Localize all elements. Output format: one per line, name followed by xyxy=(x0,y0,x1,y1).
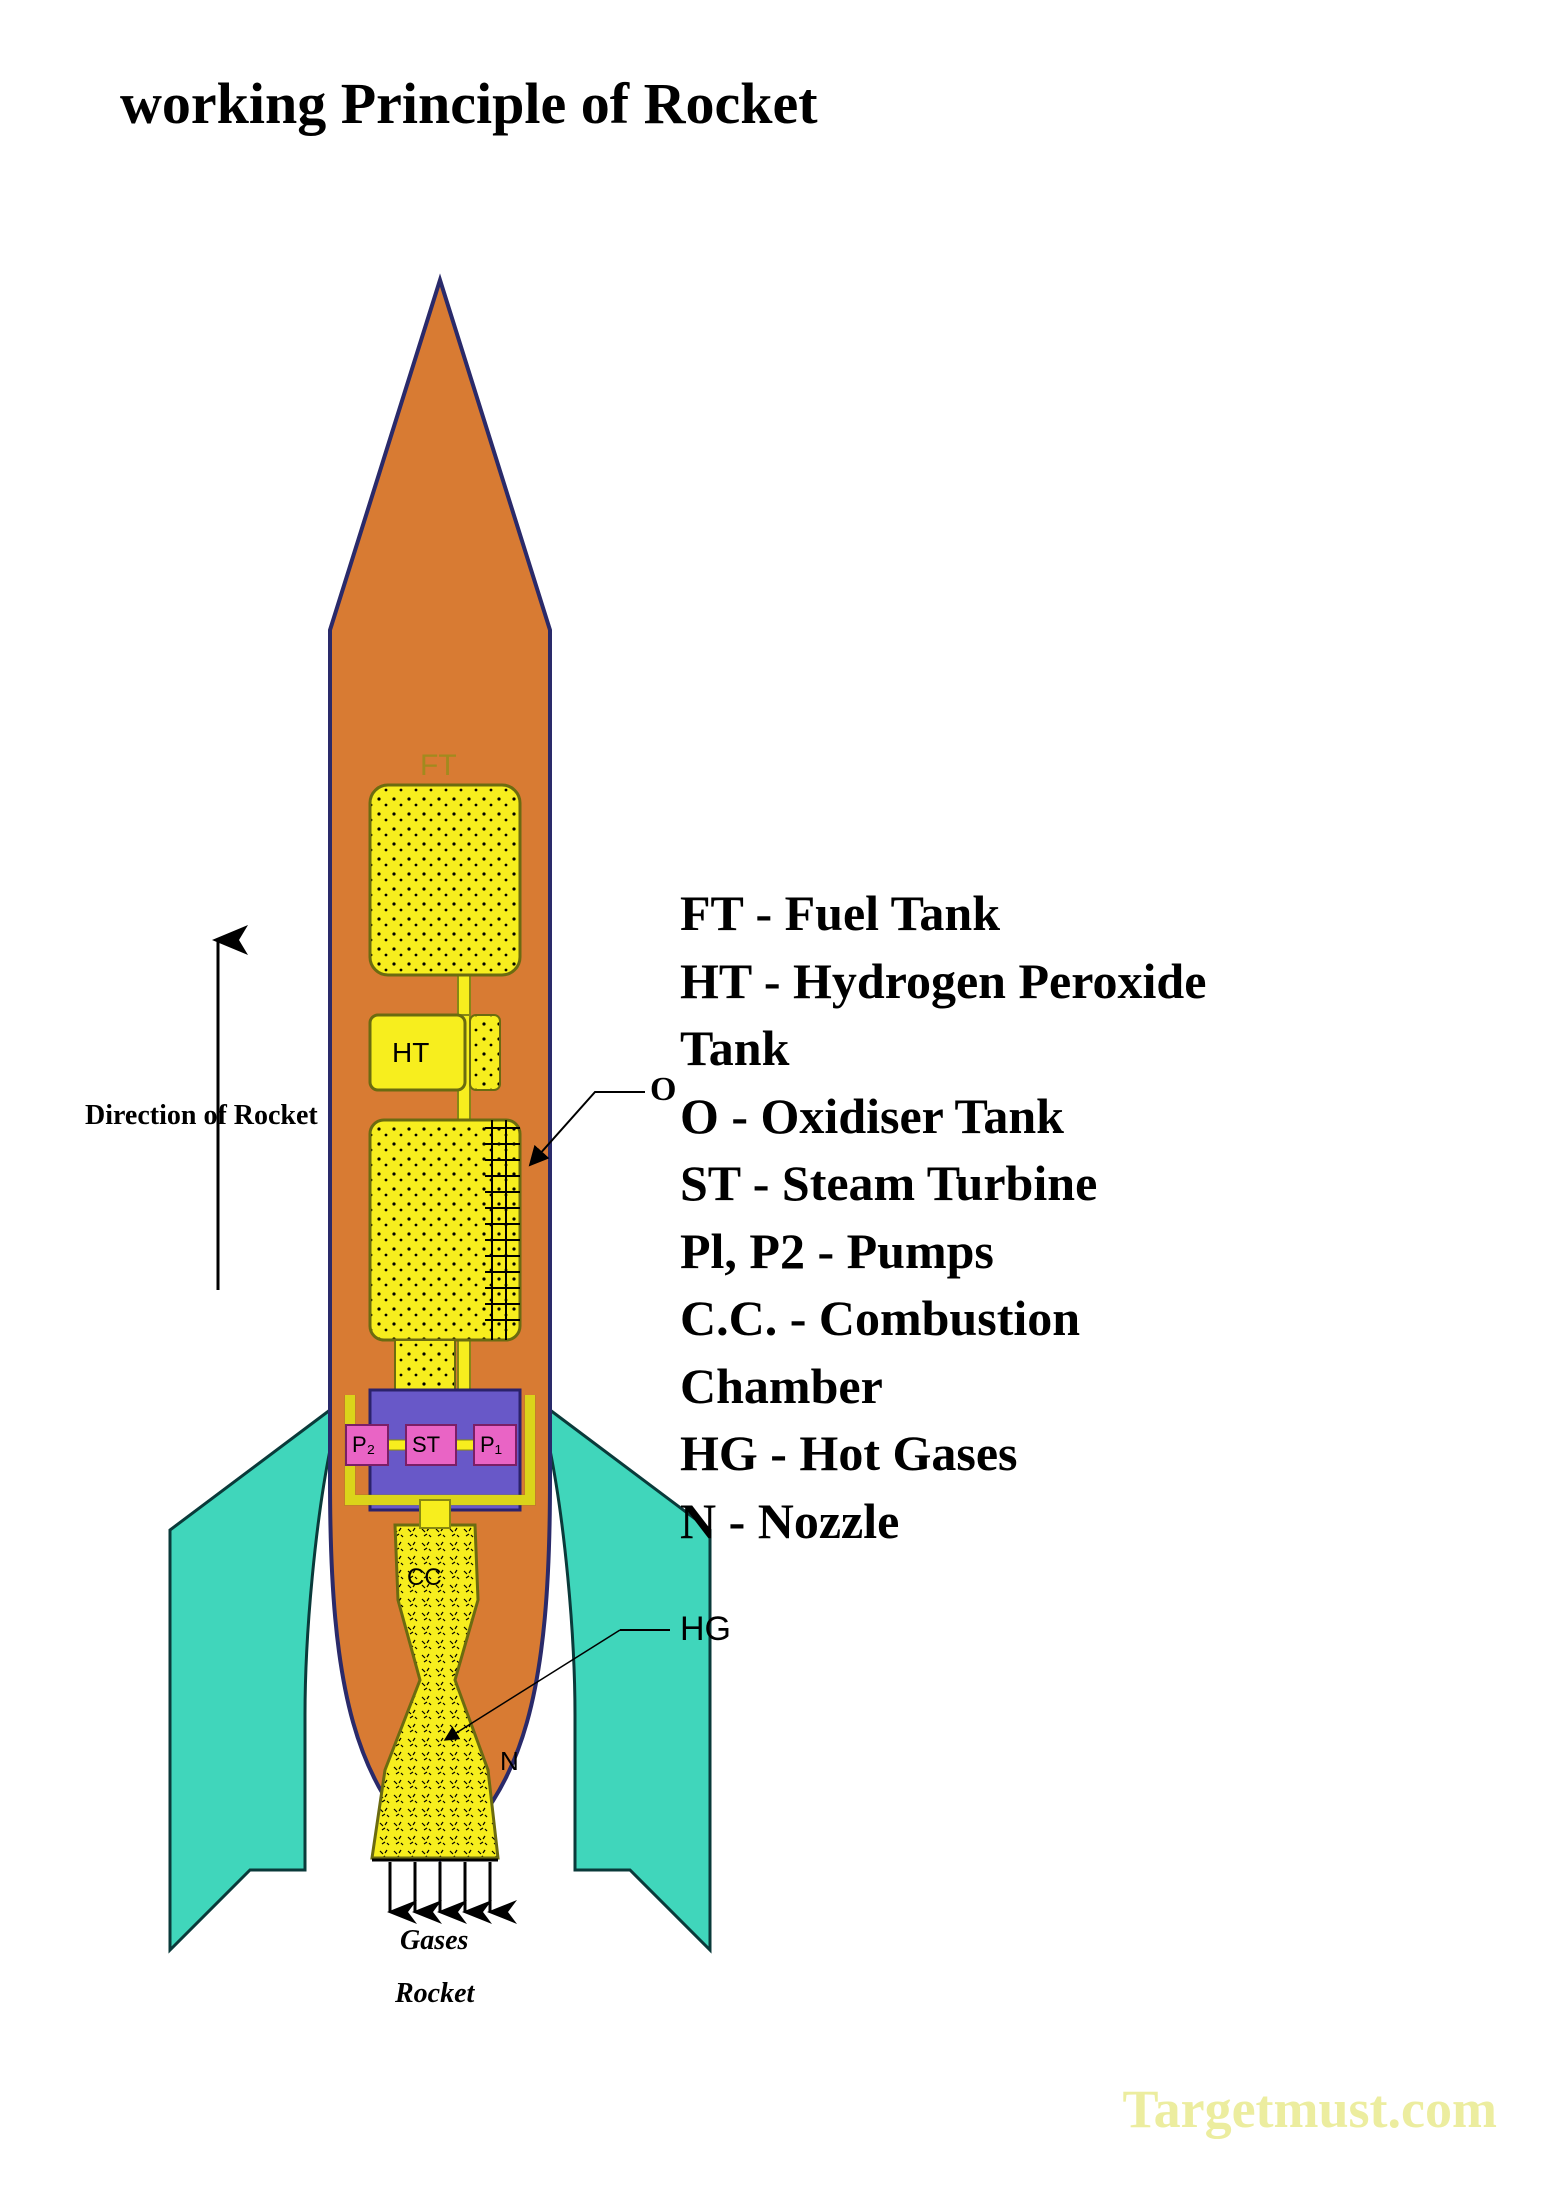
link-1 xyxy=(388,1440,406,1450)
ht-side xyxy=(470,1015,500,1090)
fuel-tank xyxy=(370,785,520,975)
p2-label: P₂ xyxy=(352,1432,375,1457)
st-label: ST xyxy=(412,1432,440,1457)
legend-st: ST - Steam Turbine xyxy=(680,1150,1206,1218)
fin-left xyxy=(170,1410,330,1950)
o-callout-text: O xyxy=(650,1071,676,1108)
legend-cc2: Chamber xyxy=(680,1353,1206,1421)
legend-ht1: HT - Hydrogen Peroxide xyxy=(680,948,1206,1016)
legend-hg: HG - Hot Gases xyxy=(680,1420,1206,1488)
legend: FT - Fuel Tank HT - Hydrogen Peroxide Ta… xyxy=(680,880,1206,1555)
ft-label: FT xyxy=(420,749,457,782)
n-label: N xyxy=(500,1746,519,1776)
legend-n: N - Nozzle xyxy=(680,1488,1206,1556)
page: { "title": { "text": "working Principle … xyxy=(0,0,1557,2200)
pipe-ft-down xyxy=(458,975,470,1015)
rocket-label: Rocket xyxy=(395,1978,474,2010)
direction-label: Direction of Rocket xyxy=(85,1100,318,1132)
ht-label: HT xyxy=(392,1037,429,1068)
oxidiser-tank xyxy=(370,1120,520,1340)
legend-p: Pl, P2 - Pumps xyxy=(680,1218,1206,1286)
link-2 xyxy=(456,1440,474,1450)
legend-o: O - Oxidiser Tank xyxy=(680,1083,1206,1151)
legend-ht2: Tank xyxy=(680,1015,1206,1083)
hg-callout-text: HG xyxy=(680,1610,731,1648)
feed-to-cc xyxy=(420,1500,450,1528)
exhaust-arrows xyxy=(390,1862,490,1912)
gases-label: Gases xyxy=(400,1925,468,1957)
cc-label: CC xyxy=(407,1564,442,1591)
watermark: Targetmust.com xyxy=(1123,2078,1497,2140)
legend-cc1: C.C. - Combustion xyxy=(680,1285,1206,1353)
p1-label: P₁ xyxy=(480,1432,502,1457)
feed-below-o xyxy=(395,1340,455,1395)
legend-ft: FT - Fuel Tank xyxy=(680,880,1206,948)
